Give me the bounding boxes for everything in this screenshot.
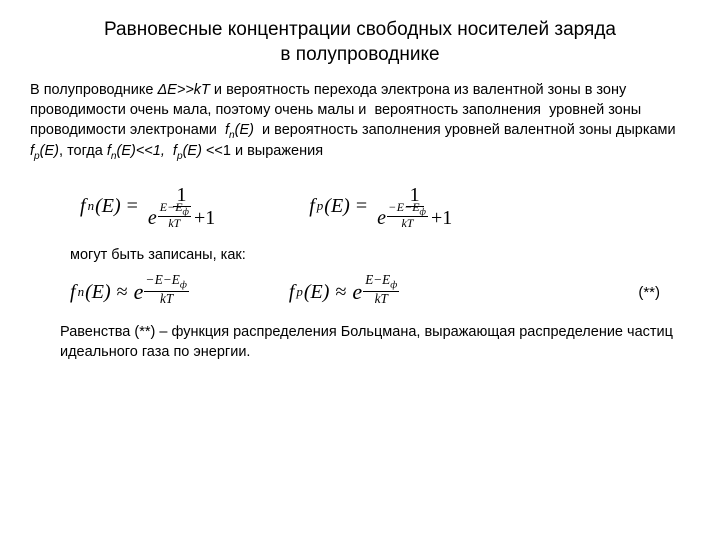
- arg: (E): [85, 281, 111, 304]
- exp-term: e −E−Eф kT: [134, 279, 189, 305]
- fraction: 1 e −E−Eф kT +1: [373, 184, 456, 229]
- denominator: e E−Eф kT +1: [144, 207, 219, 229]
- ineq: (E)<<1,: [116, 143, 172, 159]
- arg: (E): [324, 195, 350, 218]
- exponent: −E−Eф kT: [144, 273, 188, 305]
- sub-p: p: [296, 284, 303, 300]
- t: E−E: [365, 272, 390, 287]
- exp-num: E−Eф: [363, 273, 399, 292]
- exp-den: kT: [399, 217, 415, 229]
- equals: =: [127, 195, 138, 218]
- exp-term: e E−Eф kT: [148, 207, 191, 229]
- approx-sign: ≈: [335, 281, 346, 304]
- exp-num: −E−Eф: [144, 273, 188, 292]
- phi-sub: ф: [390, 280, 397, 291]
- exponent: −E−Eф kT: [387, 201, 428, 229]
- equation-marker: (**): [638, 284, 660, 301]
- exp-num: E−Eф: [158, 201, 191, 217]
- formula-fn-full: fn(E) = 1 e E−Eф kT +1: [80, 184, 219, 229]
- equals: =: [356, 195, 367, 218]
- arg-E: (E): [40, 143, 59, 159]
- f: f: [70, 281, 76, 304]
- formula-fp-approx: fp(E) ≈ e E−Eф kT: [289, 279, 399, 305]
- phi-sub: ф: [183, 206, 189, 216]
- t: E−E: [155, 272, 180, 287]
- exponent: E−Eф kT: [158, 201, 191, 229]
- exp-den: kT: [166, 217, 182, 229]
- arg: (E): [304, 281, 330, 304]
- text: <<1 и выражения: [202, 143, 323, 159]
- e-base: e: [148, 207, 157, 229]
- denominator: e −E−Eф kT +1: [373, 207, 456, 229]
- t: E−E: [160, 200, 183, 214]
- f: f: [80, 195, 86, 218]
- title-line-1: Равновесные концентрации свободных носит…: [104, 19, 616, 40]
- final-paragraph: Равенства (**) – функция распределения Б…: [60, 323, 690, 362]
- paragraph-1: В полупроводнике ΔE>>kT и вероятность пе…: [30, 81, 690, 163]
- arg: (E): [95, 195, 121, 218]
- exp-den: kT: [158, 292, 175, 305]
- arg-E: (E): [183, 143, 202, 159]
- exp-num: −E−Eф: [387, 201, 428, 217]
- text: В полупроводнике: [30, 82, 157, 98]
- phi-sub: ф: [420, 206, 426, 216]
- approx-sign: ≈: [117, 281, 128, 304]
- neg: −: [389, 200, 396, 214]
- equation-row-1: fn(E) = 1 e E−Eф kT +1 fp(E) = 1: [30, 172, 690, 241]
- exp-term: e E−Eф kT: [352, 279, 399, 305]
- text: и вероятность заполнения уровней валентн…: [254, 122, 680, 138]
- formula-fp-full: fp(E) = 1 e −E−Eф kT +1: [309, 184, 456, 229]
- text: , тогда: [59, 143, 107, 159]
- plus-one: +1: [431, 207, 452, 229]
- plus-one: +1: [194, 207, 215, 229]
- e-base: e: [134, 279, 144, 305]
- title-line-2: в полупроводнике: [280, 44, 439, 65]
- fraction: 1 e E−Eф kT +1: [144, 184, 219, 229]
- mid-text: могут быть записаны, как:: [70, 247, 690, 263]
- sub-n: n: [88, 198, 95, 214]
- e-base: e: [352, 279, 362, 305]
- exp-den: kT: [373, 292, 390, 305]
- formula-fn-approx: fn(E) ≈ e −E−Eф kT: [70, 279, 189, 305]
- sub-n: n: [78, 284, 85, 300]
- f: f: [289, 281, 295, 304]
- exp-term: e −E−Eф kT: [377, 207, 428, 229]
- e-base: e: [377, 207, 386, 229]
- inline-formula: ΔE>>kT: [157, 82, 209, 98]
- neg: −: [146, 272, 153, 287]
- equation-row-2: fn(E) ≈ e −E−Eф kT fp(E) ≈ e E−Eф kT (**…: [30, 269, 690, 315]
- slide-title: Равновесные концентрации свободных носит…: [30, 18, 690, 67]
- arg-E: (E): [235, 122, 254, 138]
- phi-sub: ф: [180, 280, 187, 291]
- exponent: E−Eф kT: [363, 273, 399, 305]
- f: f: [309, 195, 315, 218]
- sub-p: p: [317, 198, 324, 214]
- t: E−E: [397, 200, 420, 214]
